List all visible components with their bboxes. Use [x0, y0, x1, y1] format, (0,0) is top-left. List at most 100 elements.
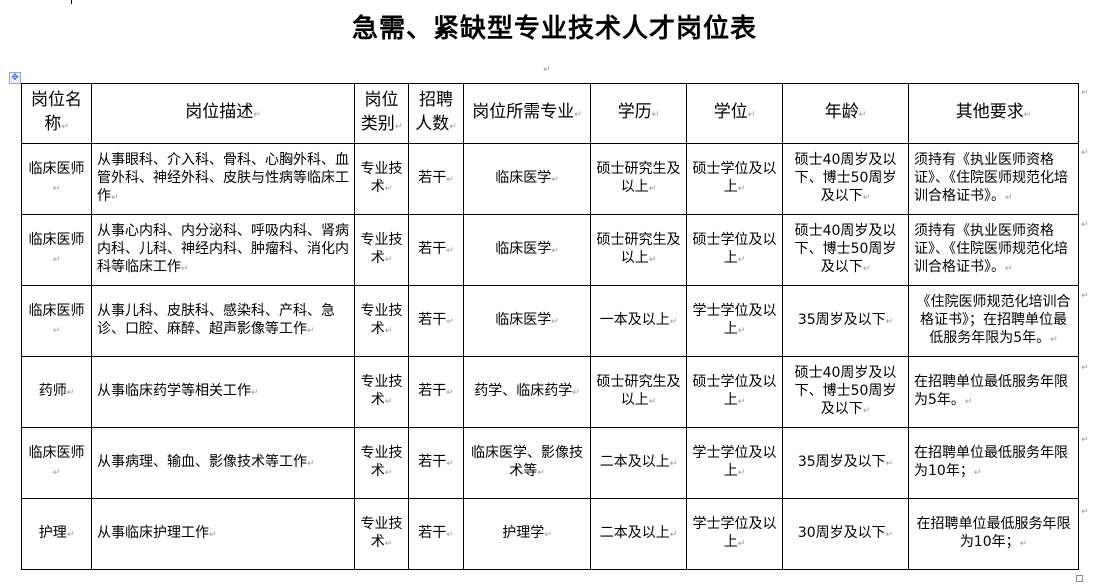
header-col-age: 年龄	[782, 83, 909, 144]
cell-degree: 学士学位及以上	[686, 498, 783, 570]
row-end-mark	[1081, 148, 1089, 158]
cell-text: 从事临床药学等相关工作	[97, 383, 259, 399]
table-row: 临床医师从事眼科、介入科、骨科、心胸外科、血管外科、神经外科、皮肤与性病等临床工…	[21, 143, 1079, 215]
cell-text: 须持有《执业医师资格证》、《住院医师规范化培训合格证书》。	[914, 152, 1068, 204]
header-col-other: 其他要求	[908, 83, 1079, 144]
header-label: 学历	[618, 102, 660, 122]
cell-text: 专业技术	[361, 374, 403, 408]
cell-education: 二本及以上	[590, 427, 687, 499]
cell-text: 若干	[418, 454, 454, 470]
cell-text: 临床医学	[495, 312, 559, 328]
cell-text: 硕士40周岁及以下、博士50周岁及以下	[795, 365, 897, 417]
header-label: 岗位所需专业	[472, 102, 582, 122]
row-end-mark	[1081, 220, 1089, 230]
document-title: 急需、紧缺型专业技术人才岗位表	[351, 14, 757, 44]
header-col-degree: 学位	[686, 83, 783, 144]
cell-major: 临床医学	[463, 285, 591, 357]
cell-text: 专业技术	[361, 232, 403, 266]
cell-text: 须持有《执业医师资格证》、《住院医师规范化培训合格证书》。	[914, 223, 1068, 275]
header-row: 岗位名称 岗位描述 岗位类别招聘人数岗位所需专业 学历 学位 年龄 其他要求	[21, 83, 1079, 144]
cell-text: 专业技术	[361, 445, 403, 479]
row-end-mark	[1081, 88, 1089, 98]
row-end-mark	[1081, 291, 1089, 301]
cell-age: 硕士40周岁及以下、博士50周岁及以下	[782, 356, 909, 428]
cell-text: 硕士40周岁及以下、博士50周岁及以下	[795, 152, 897, 204]
cell-major: 临床医学	[463, 214, 591, 286]
cell-category: 专业技术	[354, 214, 409, 286]
cell-degree: 学士学位及以上	[686, 285, 783, 357]
table-move-handle-icon[interactable]: ✥	[9, 72, 21, 84]
cell-text: 若干	[418, 241, 454, 257]
header-col-name: 岗位名称	[21, 83, 92, 144]
cell-text: 从事眼科、介入科、骨科、心胸外科、血管外科、神经外科、皮肤与性病等临床工作	[97, 152, 349, 204]
cell-text: 药学、临床药学	[474, 383, 580, 399]
cell-text: 硕士研究生及以上	[597, 232, 681, 266]
cell-text: 临床医师	[29, 232, 85, 266]
cell-category: 专业技术	[354, 285, 409, 357]
header-col-education: 学历	[590, 83, 687, 144]
cell-count: 若干	[408, 427, 464, 499]
cell-other: 须持有《执业医师资格证》、《住院医师规范化培训合格证书》。	[908, 214, 1079, 286]
cell-text: 专业技术	[361, 161, 403, 195]
cell-category: 专业技术	[354, 356, 409, 428]
cell-age: 35周岁及以下	[782, 427, 909, 499]
cell-count: 若干	[408, 214, 464, 286]
header-label: 学位	[714, 102, 756, 122]
cell-text: 从事临床护理工作	[97, 525, 217, 541]
cell-text: 从事儿科、皮肤科、感染科、产科、急诊、口腔、麻醉、超声影像等工作	[97, 303, 335, 337]
cell-category: 专业技术	[354, 427, 409, 499]
cell-name: 临床医师	[21, 285, 92, 357]
cell-text: 学士学位及以上	[693, 516, 777, 550]
cell-text: 学士学位及以上	[693, 303, 777, 337]
cell-text: 硕士研究生及以上	[597, 161, 681, 195]
header-col-category: 岗位类别	[354, 83, 409, 144]
row-end-mark	[1081, 363, 1089, 373]
cell-text: 若干	[418, 525, 454, 541]
cell-education: 硕士研究生及以上	[590, 214, 687, 286]
cell-name: 临床医师	[21, 427, 92, 499]
cell-education: 硕士研究生及以上	[590, 356, 687, 428]
cell-text: 护理学	[502, 525, 552, 541]
cell-category: 专业技术	[354, 498, 409, 570]
cell-text: 在招聘单位最低服务年限为10年；	[917, 516, 1071, 550]
cell-text: 硕士学位及以上	[693, 161, 777, 195]
cell-age: 30周岁及以下	[782, 498, 909, 570]
cell-count: 若干	[408, 285, 464, 357]
cell-desc: 从事病理、输血、影像技术等工作	[91, 427, 355, 499]
header-label: 岗位名称	[31, 90, 82, 134]
cell-text: 临床医学	[495, 241, 559, 257]
cell-text: 从事心内科、内分泌科、呼吸内科、肾病内科、儿科、神经内科、肿瘤科、消化内科等临床…	[97, 223, 349, 275]
header-col-description: 岗位描述	[91, 83, 355, 144]
cell-name: 临床医师	[21, 214, 92, 286]
cell-name: 药师	[21, 356, 92, 428]
cell-text: 硕士40周岁及以下、博士50周岁及以下	[795, 223, 897, 275]
header-label: 招聘人数	[415, 90, 457, 134]
header-col-major: 岗位所需专业	[463, 83, 591, 144]
cell-text: 30周岁及以下	[798, 525, 893, 541]
cell-text: 临床医学	[495, 170, 559, 186]
table-row: 临床医师从事心内科、内分泌科、呼吸内科、肾病内科、儿科、神经内科、肿瘤科、消化内…	[21, 214, 1079, 286]
text-cursor	[71, 0, 72, 4]
table-resize-handle[interactable]	[1076, 575, 1083, 582]
cell-text: 临床医师	[29, 303, 85, 337]
cell-degree: 硕士学位及以上	[686, 214, 783, 286]
cell-text: 二本及以上	[600, 454, 678, 470]
header-label: 其他要求	[956, 102, 1032, 122]
cell-text: 在招聘单位最低服务年限为10年；	[914, 445, 1068, 479]
cell-other: 在招聘单位最低服务年限为10年；	[908, 427, 1079, 499]
cell-text: 护理	[39, 525, 75, 541]
cell-desc: 从事心内科、内分泌科、呼吸内科、肾病内科、儿科、神经内科、肿瘤科、消化内科等临床…	[91, 214, 355, 286]
cell-degree: 硕士学位及以上	[686, 356, 783, 428]
cell-major: 护理学	[463, 498, 591, 570]
cell-desc: 从事临床药学等相关工作	[91, 356, 355, 428]
cell-age: 硕士40周岁及以下、博士50周岁及以下	[782, 214, 909, 286]
cell-desc: 从事儿科、皮肤科、感染科、产科、急诊、口腔、麻醉、超声影像等工作	[91, 285, 355, 357]
header-col-count: 招聘人数	[408, 83, 464, 144]
header-label: 岗位类别	[361, 90, 403, 134]
table-row: 药师 从事临床药学等相关工作 专业技术若干 药学、临床药学 硕士研究生及以上硕士学位及以…	[21, 356, 1079, 428]
cell-text: 学士学位及以上	[693, 445, 777, 479]
cell-text: 一本及以上	[600, 312, 678, 328]
cell-text: 硕士学位及以上	[693, 232, 777, 266]
table-row: 临床医师从事儿科、皮肤科、感染科、产科、急诊、口腔、麻醉、超声影像等工作专业技术…	[21, 285, 1079, 357]
cell-text: 若干	[418, 383, 454, 399]
